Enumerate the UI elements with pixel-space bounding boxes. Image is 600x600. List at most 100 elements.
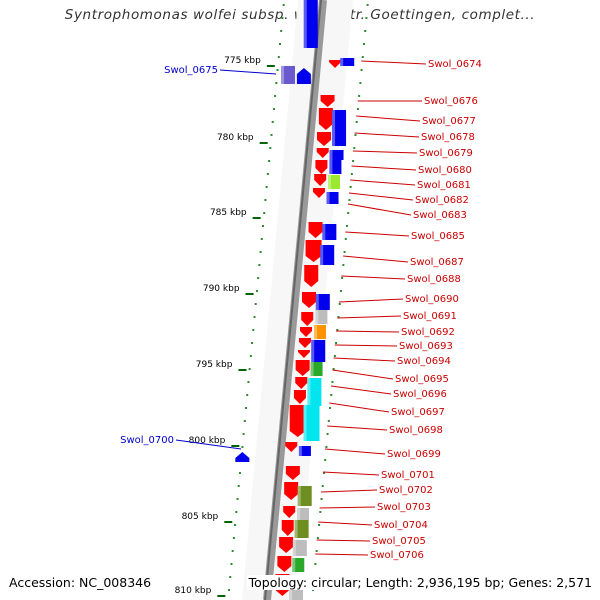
track-dot (358, 95, 361, 97)
scale-dot (271, 121, 274, 123)
gene-block (292, 540, 307, 556)
track-dot (316, 537, 319, 539)
gene-arrow (297, 350, 310, 358)
gene-arrow (305, 240, 322, 262)
scale-dot (249, 355, 252, 357)
track-dot (312, 589, 315, 591)
label-leader (356, 115, 421, 122)
track-dot (359, 82, 362, 84)
gene-label-right: Swol_0704 (374, 520, 428, 531)
scale-dot (237, 485, 240, 487)
gene-block (322, 224, 337, 240)
backbone (263, 0, 327, 600)
scale-dot (251, 342, 254, 344)
label-leader (316, 539, 371, 542)
label-leader (319, 506, 376, 509)
scale-dot (247, 381, 250, 383)
gene-shine (329, 150, 333, 160)
label-leader (354, 132, 420, 138)
scale-dot (253, 316, 256, 318)
track-dot (346, 225, 348, 227)
gene-shine (297, 486, 301, 506)
scale-dot (266, 173, 269, 175)
track-dot (329, 407, 332, 409)
label-leader (347, 203, 412, 216)
track-dot (325, 446, 328, 448)
gene-arrow (329, 60, 342, 68)
gene-shine (303, 0, 307, 48)
gene-block (292, 558, 305, 572)
gene-arrow (279, 537, 294, 553)
gene-shine (298, 446, 302, 456)
track-dot (331, 381, 334, 383)
gene-label-right: Swol_0679 (419, 148, 473, 159)
scale-label: 805 kbp (182, 512, 219, 522)
genome-info-label: Topology: circular; Length: 2,936,195 bp… (246, 575, 592, 590)
scale-dot (270, 134, 273, 136)
track-dot (326, 433, 329, 435)
scale-label: 780 kbp (217, 133, 254, 143)
track-dot (361, 56, 364, 58)
track-dot (337, 316, 340, 318)
scale-dot (234, 524, 237, 526)
gene-arrow (289, 405, 306, 437)
gene-block (303, 405, 320, 441)
gene-label-right: Swol_0699 (387, 449, 441, 460)
gene-arrow (314, 174, 327, 186)
track-dot (347, 212, 350, 214)
gene-label-right: Swol_0702 (379, 485, 433, 496)
scale-dot (254, 303, 257, 305)
label-leader (327, 425, 388, 431)
track-dot (352, 160, 355, 162)
gene-shine (315, 310, 319, 324)
label-leader (322, 471, 380, 476)
gene-shine (314, 325, 318, 339)
gene-shine (307, 378, 311, 406)
scale-dot (260, 238, 263, 240)
scale-dot (252, 329, 255, 331)
gene-label-right: Swol_0678 (421, 132, 475, 143)
scale-label: 775 kbp (224, 56, 261, 66)
label-leader (348, 192, 414, 201)
gene-label-right: Swol_0703 (377, 502, 431, 513)
scale-label: 810 kbp (175, 586, 212, 596)
scale-dot (258, 264, 261, 266)
label-leader (330, 385, 392, 395)
gene-block (314, 325, 327, 339)
track-dot (360, 69, 363, 71)
gene-shine (326, 192, 330, 204)
track-dot (350, 173, 353, 175)
track-dot (321, 485, 324, 487)
gene-label-right: Swol_0685 (411, 231, 465, 242)
gene-arrow (295, 377, 308, 389)
gene-arrow (281, 520, 294, 536)
track-dot (355, 121, 358, 123)
label-leader (329, 402, 390, 413)
label-leader (343, 255, 409, 263)
track-dot (364, 30, 367, 32)
label-leader (332, 369, 394, 380)
gene-label-right: Swol_0681 (417, 180, 471, 191)
label-leader (341, 275, 406, 280)
label-leader (345, 231, 410, 237)
gene-shine (329, 160, 333, 174)
gene-arrow (304, 265, 319, 287)
gene-block (294, 520, 309, 538)
track-dot (318, 524, 321, 526)
gene-block (297, 486, 312, 506)
gene-shine (322, 224, 326, 240)
label-leader (336, 330, 400, 333)
gene-block (326, 192, 339, 204)
gene-block (298, 446, 311, 456)
gene-arrow (284, 482, 299, 500)
gene-label-right: Swol_0687 (410, 257, 464, 268)
track-dot (339, 290, 342, 292)
gene-arrow (300, 327, 313, 337)
track-dot (343, 251, 346, 253)
track-dot (366, 4, 369, 6)
gene-label-left: Swol_0700 (120, 435, 174, 446)
scale-dot (280, 30, 283, 32)
gene-label-right: Swol_0706 (370, 550, 424, 561)
gene-shine (303, 405, 307, 441)
gene-label-right: Swol_0694 (397, 356, 451, 367)
